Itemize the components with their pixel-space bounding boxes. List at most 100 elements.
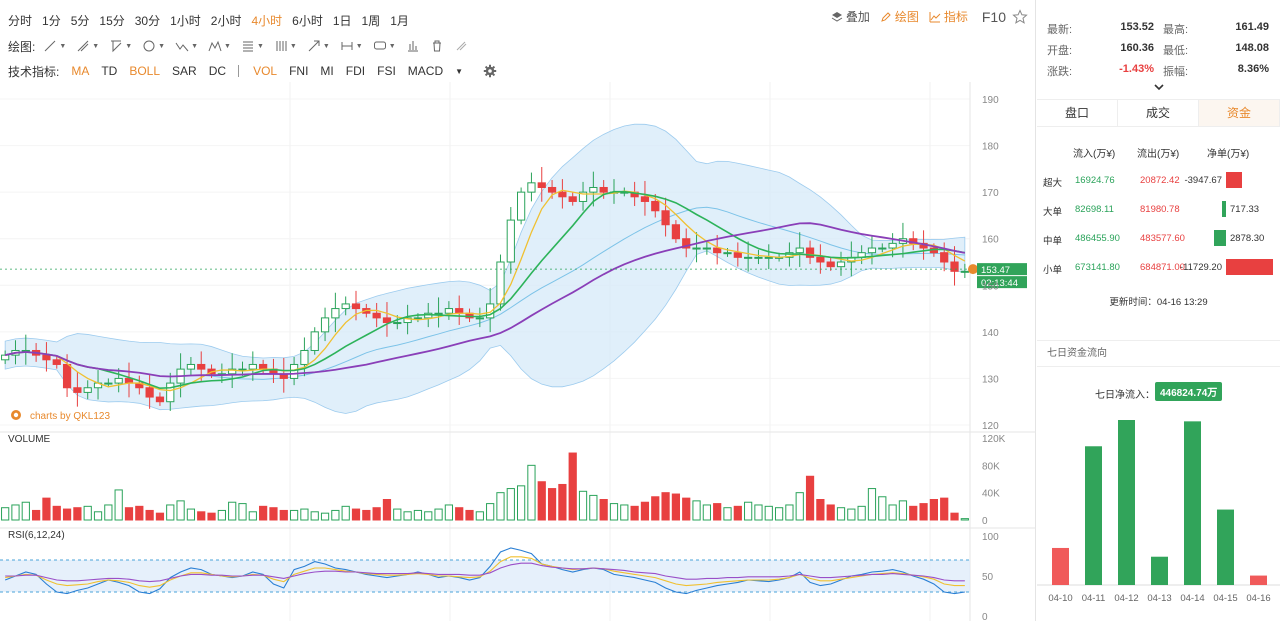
period-tab[interactable]: 2小时 (210, 14, 242, 28)
volume-bar (393, 508, 402, 521)
period-tab[interactable]: 1月 (390, 14, 409, 28)
channel-tool[interactable]: ▼ (109, 39, 132, 53)
open-price: 160.36 (1120, 42, 1154, 54)
line-tool[interactable]: ▼ (43, 39, 66, 53)
overlay-button[interactable]: 叠加 (831, 8, 870, 25)
chart-area[interactable]: 分时 1分 5分 15分 30分 1小时 2小时 4小时 6小时 1日 1周 1月 叠加 绘图 指标 … (0, 0, 1036, 621)
tab-funds[interactable]: 资金 (1199, 100, 1280, 126)
indicator-mi[interactable]: MI (320, 64, 334, 78)
volume-bar (558, 483, 567, 521)
countdown-tag-text: 02:13:44 (981, 278, 1018, 289)
kline-chart[interactable]: 153.47 02:13:44 120 130 140 150 160 170 180 190 0 4… (0, 82, 1036, 621)
seven-day-net-label: 七日净流入： (1095, 390, 1155, 401)
period-tab[interactable]: 1周 (361, 14, 381, 28)
ray-tool[interactable]: ▼ (76, 39, 99, 53)
indicator-ma[interactable]: MA (71, 64, 90, 78)
volume-bar (424, 511, 433, 521)
fund-net-bar (1222, 201, 1226, 217)
indicator-fdi[interactable]: FDI (345, 64, 366, 78)
more-indicators-caret[interactable]: ▼ (455, 66, 464, 76)
volume-bar (898, 500, 908, 521)
gear-icon[interactable] (483, 64, 497, 78)
fund-net: -3947.67 (1184, 175, 1222, 186)
range-tool[interactable]: ▼ (340, 39, 363, 53)
volume-axis-label: 40K (982, 489, 1000, 500)
period-tab[interactable]: 15分 (99, 14, 125, 28)
pattern-tool[interactable]: ▼ (208, 39, 231, 53)
candle-body (444, 308, 453, 314)
fund-outflow: 81980.78 (1140, 204, 1180, 215)
circle-icon (143, 40, 155, 52)
gann-tool[interactable]: ▼ (274, 39, 297, 53)
indicator-boll[interactable]: BOLL (129, 64, 161, 78)
candle-body (692, 247, 701, 250)
period-tab[interactable]: 5分 (70, 14, 90, 28)
price-axis-label: 190 (982, 95, 999, 106)
period-tab[interactable]: 4小时 (251, 14, 283, 28)
volume-bar (269, 507, 278, 521)
volume-bar (155, 512, 165, 521)
price-axis-label: 140 (982, 328, 999, 339)
indicator-vol[interactable]: VOL (253, 64, 278, 78)
indicator-fsi[interactable]: FSI (377, 64, 396, 78)
arrow-tool[interactable]: ▼ (307, 39, 330, 53)
volume-bar (320, 512, 330, 521)
pencil-icon (881, 11, 891, 22)
volume-bar (589, 494, 598, 521)
seven-day-bar (1085, 446, 1102, 585)
volume-bar (486, 503, 495, 521)
indicator-dc[interactable]: DC (208, 64, 227, 78)
period-tab[interactable]: 1分 (42, 14, 61, 28)
volume-bar (609, 503, 619, 521)
star-icon[interactable] (1012, 8, 1028, 25)
volume-bar (83, 505, 92, 521)
note-tool[interactable]: ▼ (373, 39, 396, 53)
volume-bar (713, 503, 722, 521)
period-tab[interactable]: 30分 (134, 14, 161, 28)
volume-axis-label: 0 (982, 516, 988, 527)
seven-day-bar (1217, 509, 1234, 585)
candle-body (805, 247, 815, 258)
draw-button[interactable]: 绘图 (880, 8, 919, 25)
indicator-sar[interactable]: SAR (172, 64, 197, 78)
indicator-fni[interactable]: FNI (289, 64, 309, 78)
candle-body (517, 191, 526, 221)
quote-open: 开盘: 160.36 (1047, 42, 1154, 57)
period-tab[interactable]: 1小时 (170, 14, 201, 28)
indicator-button[interactable]: 指标 (929, 8, 968, 25)
fib-tool[interactable]: ▼ (241, 39, 264, 53)
seven-day-date: 04-15 (1213, 593, 1237, 604)
volume-bar (929, 499, 938, 521)
period-tab[interactable]: 分时 (8, 14, 33, 28)
indicator-macd[interactable]: MACD (407, 64, 444, 78)
volume-bar (836, 507, 846, 521)
circle-tool[interactable]: ▼ (142, 39, 165, 53)
measure-tool[interactable] (406, 39, 420, 53)
tech-indicator-label: 技术指标: (8, 64, 60, 79)
wave-tool[interactable]: ▼ (175, 39, 198, 53)
tab-orderbook[interactable]: 盘口 (1037, 100, 1118, 126)
volume-bar (135, 505, 144, 521)
volume-axis-label: 120K (982, 434, 1006, 445)
seven-day-date: 04-10 (1048, 593, 1072, 604)
volume-bar (527, 464, 536, 521)
eraser-tool[interactable] (454, 39, 468, 53)
candle-body (413, 317, 423, 320)
tab-trades[interactable]: 成交 (1118, 100, 1199, 126)
volume-bar (744, 501, 753, 521)
indicator-td[interactable]: TD (101, 64, 118, 78)
delete-tool[interactable] (430, 39, 444, 53)
period-tab[interactable]: 6小时 (292, 14, 323, 28)
fund-type: 大单 (1043, 207, 1063, 218)
volume-bar (197, 511, 206, 521)
volume-bar (238, 503, 247, 521)
volume-bar (362, 509, 371, 521)
f10-button[interactable]: F10 (981, 8, 1006, 25)
channel-icon (111, 40, 122, 53)
period-tabs: 分时 1分 5分 15分 30分 1小时 2小时 4小时 6小时 1日 1周 1月 (3, 8, 414, 33)
chevron-down-icon[interactable] (1153, 82, 1165, 92)
period-tab[interactable]: 1日 (332, 14, 352, 28)
volume-bar (413, 509, 423, 521)
comment-icon (373, 41, 386, 50)
candle-body (754, 256, 763, 259)
